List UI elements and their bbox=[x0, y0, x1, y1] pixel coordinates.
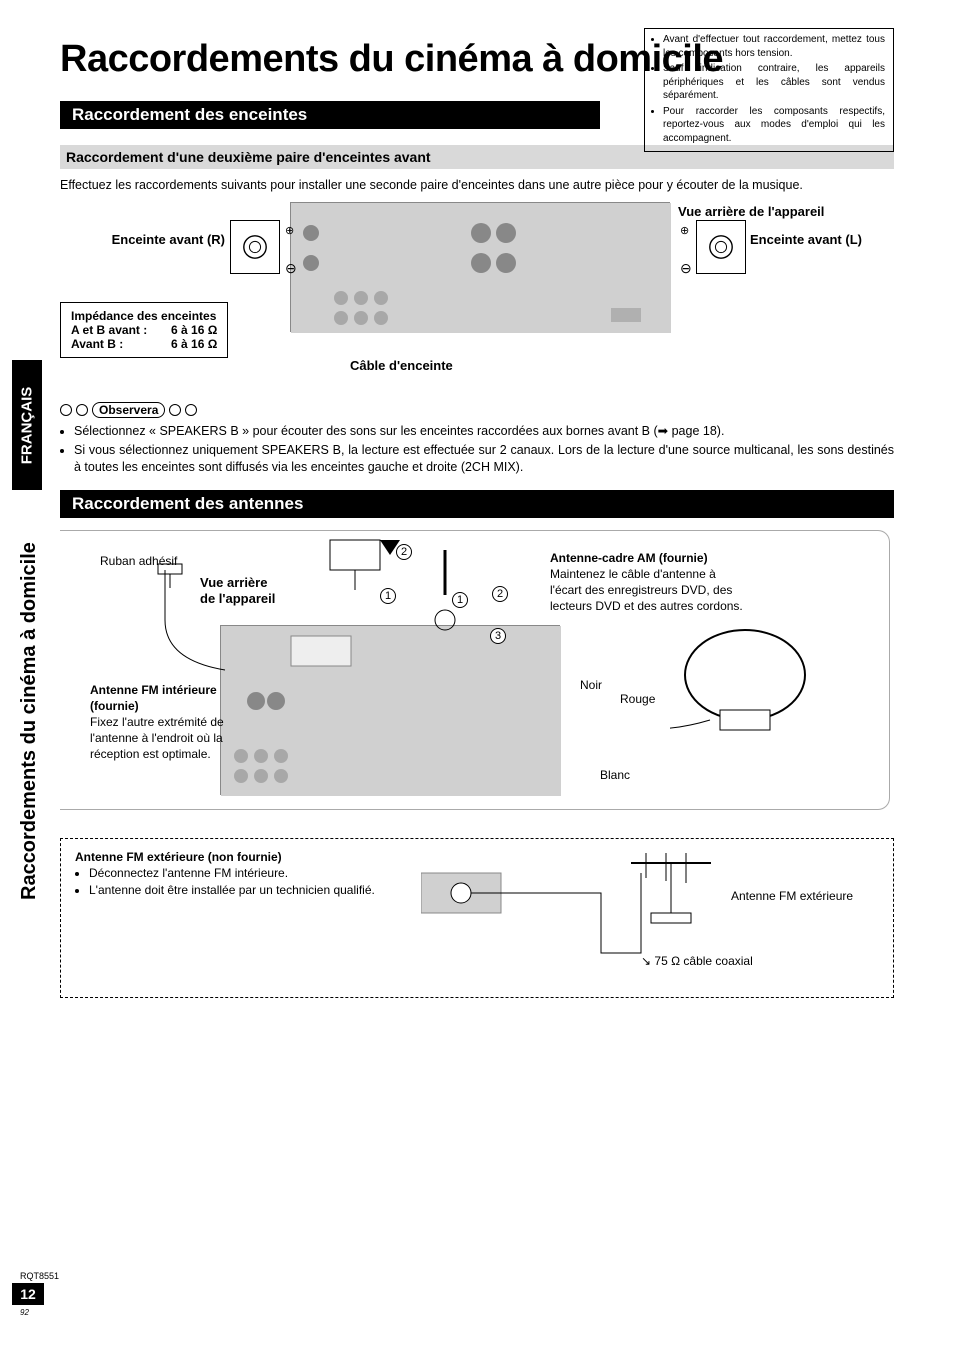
observera-label: Observera bbox=[92, 402, 165, 418]
imp-val: 6 à 16 Ω bbox=[171, 337, 217, 351]
fm-ext-title: Antenne FM extérieure (non fournie) bbox=[75, 850, 282, 864]
rear-view-label: Vue arrière de l'appareil bbox=[678, 204, 824, 219]
imp-key: Avant B : bbox=[71, 337, 171, 351]
tiny-page-number: 92 bbox=[20, 1308, 29, 1317]
polarity-plus: ⊕ bbox=[285, 224, 294, 237]
step-number: 2 bbox=[492, 586, 508, 602]
observera-tag: Observera bbox=[60, 402, 197, 418]
antenna-diagram: Ruban adhésif Vue arrière de l'appareil … bbox=[60, 530, 894, 830]
speaker-icon bbox=[230, 220, 280, 274]
imp-val: 6 à 16 Ω bbox=[171, 323, 217, 337]
section-antennas-heading: Raccordement des antennes bbox=[60, 490, 894, 518]
observera-item: Sélectionnez « SPEAKERS B » pour écouter… bbox=[74, 423, 894, 440]
step-number: 1 bbox=[452, 592, 468, 608]
color-label-red: Rouge bbox=[620, 692, 655, 706]
step-number: 1 bbox=[380, 588, 396, 604]
speaker-diagram: Vue arrière de l'appareil Enceinte avant… bbox=[60, 202, 894, 392]
fm-ext-bullet: Déconnectez l'antenne FM intérieure. bbox=[89, 865, 375, 882]
rear-panel-graphic bbox=[220, 625, 560, 795]
polarity-minus: ⊖ bbox=[680, 260, 692, 277]
am-loop-icon bbox=[670, 620, 820, 770]
fm-indoor-label: Antenne FM intérieure (fournie) Fixez l'… bbox=[90, 682, 230, 763]
coax-label: ↘ 75 Ω câble coaxial bbox=[641, 954, 753, 968]
color-label-black: Noir bbox=[580, 678, 602, 692]
am-loop-label: Antenne-cadre AM (fournie) Maintenez le … bbox=[550, 550, 750, 615]
rear-view-label: Vue arrière de l'appareil bbox=[200, 575, 275, 609]
step-number: 2 bbox=[396, 544, 412, 560]
right-speaker-label: Enceinte avant (L) bbox=[750, 232, 862, 247]
polarity-minus: ⊖ bbox=[285, 260, 297, 277]
doc-code: RQT8551 bbox=[20, 1271, 59, 1281]
impedance-title: Impédance des enceintes bbox=[71, 309, 217, 323]
note-item: Avant d'effectuer tout raccordement, met… bbox=[663, 33, 885, 60]
body-text: Effectuez les raccordements suivants pou… bbox=[60, 177, 894, 194]
tape-label: Ruban adhésif bbox=[100, 554, 177, 568]
fm-ext-diagram bbox=[421, 853, 721, 993]
note-item: Pour raccorder les composants respectifs… bbox=[663, 105, 885, 146]
observera-item: Si vous sélectionnez uniquement SPEAKERS… bbox=[74, 442, 894, 476]
color-label-white: Blanc bbox=[600, 768, 630, 782]
fm-exterior-box: Antenne FM extérieure (non fournie) Déco… bbox=[60, 838, 894, 998]
page-number: 12 bbox=[12, 1283, 44, 1305]
fm-ext-bullet: L'antenne doit être installée par un tec… bbox=[89, 882, 375, 899]
polarity-plus: ⊕ bbox=[680, 224, 689, 237]
top-notes-box: Avant d'effectuer tout raccordement, met… bbox=[644, 28, 894, 152]
left-speaker-label: Enceinte avant (R) bbox=[50, 232, 225, 247]
cable-label: Câble d'enceinte bbox=[350, 358, 453, 373]
rear-panel-graphic bbox=[290, 202, 670, 332]
impedance-box: Impédance des enceintes A et B avant :6 … bbox=[60, 302, 228, 358]
step-number: 3 bbox=[490, 628, 506, 644]
note-item: Sauf indication contraire, les appareils… bbox=[663, 62, 885, 103]
speaker-icon bbox=[696, 220, 746, 274]
imp-key: A et B avant : bbox=[71, 323, 171, 337]
section-speakers-heading: Raccordement des enceintes bbox=[60, 101, 600, 129]
observera-block: Observera Sélectionnez « SPEAKERS B » po… bbox=[60, 402, 894, 476]
fm-ext-antenna-label: Antenne FM extérieure bbox=[731, 889, 853, 905]
